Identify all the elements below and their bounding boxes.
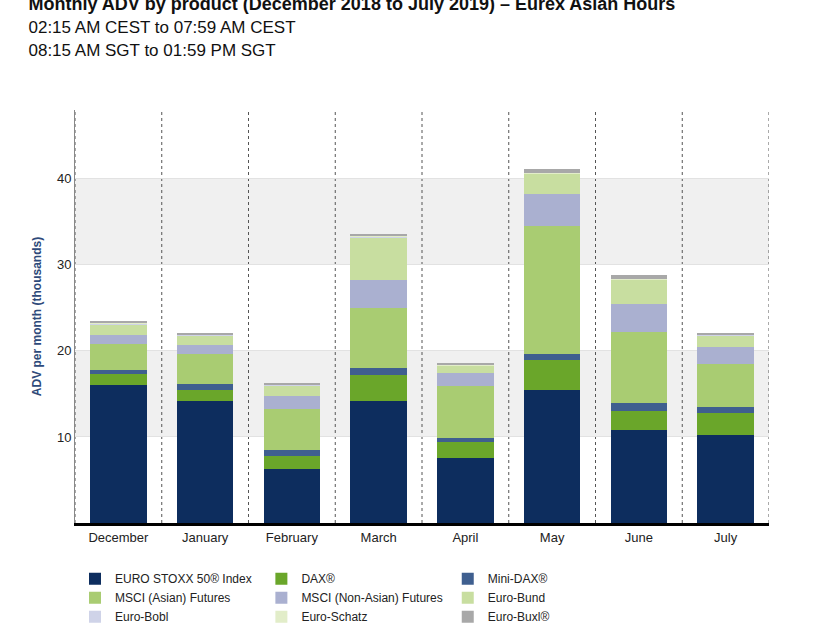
svg-text:Monthly ADV by product (Decemb: Monthly ADV by product (December 2018 to…	[28, 0, 675, 60]
svg-text:MSCI (Asian) Futures: MSCI (Asian) Futures	[115, 591, 230, 605]
svg-text:April: April	[452, 530, 478, 545]
svg-text:Euro-Schatz: Euro-Schatz	[301, 610, 367, 624]
svg-text:10: 10	[57, 430, 71, 445]
svg-text:Euro-Buxl®: Euro-Buxl®	[488, 610, 550, 624]
svg-text:Euro-Bund: Euro-Bund	[488, 591, 545, 605]
svg-text:30: 30	[57, 257, 71, 272]
svg-text:MSCI (Non-Asian) Futures: MSCI (Non-Asian) Futures	[301, 591, 442, 605]
svg-text:January: January	[182, 530, 229, 545]
svg-text:ADV per month (thousands): ADV per month (thousands)	[30, 237, 44, 396]
svg-text:July: July	[714, 530, 738, 545]
svg-text:March: March	[361, 530, 397, 545]
svg-text:June: June	[625, 530, 653, 545]
svg-text:DAX®: DAX®	[301, 572, 335, 586]
svg-text:EURO STOXX 50® Index: EURO STOXX 50® Index	[115, 572, 252, 586]
svg-text:May: May	[540, 530, 565, 545]
svg-text:20: 20	[57, 343, 71, 358]
svg-text:40: 40	[57, 171, 71, 186]
svg-text:Mini-DAX®: Mini-DAX®	[488, 572, 548, 586]
svg-text:December: December	[88, 530, 149, 545]
svg-text:Euro-Bobl: Euro-Bobl	[115, 610, 168, 624]
svg-text:February: February	[266, 530, 319, 545]
